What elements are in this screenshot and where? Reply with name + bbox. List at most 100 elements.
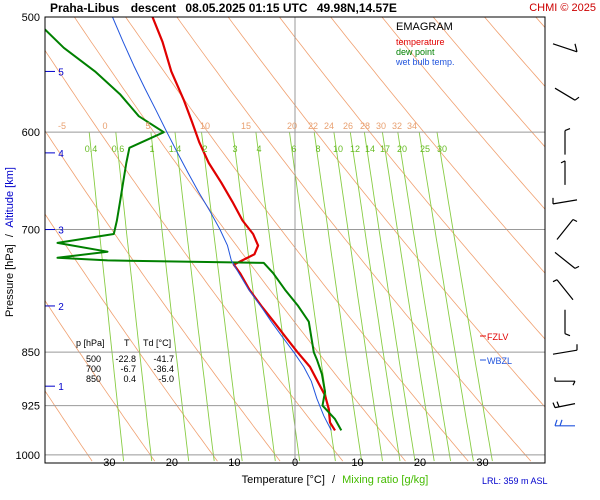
- temperature-tick-label: 20: [414, 457, 426, 469]
- mixing-ratio-label: 10: [333, 144, 343, 154]
- table-header-t: T: [124, 338, 130, 348]
- dry-adiabat-label: 10: [200, 121, 210, 131]
- mixing-ratio-line: [349, 132, 401, 462]
- wind-barb: [554, 419, 575, 427]
- mixing-ratio-line: [201, 132, 243, 462]
- wind-barb: [554, 251, 580, 269]
- mixing-ratio-label: 25: [420, 144, 430, 154]
- dry-adiabat-label: 30: [376, 121, 386, 131]
- mixing-ratio-line: [418, 132, 474, 462]
- dry-adiabat-line: [279, 17, 545, 340]
- station-name: Praha-Libus: [50, 1, 120, 15]
- y-axis-title-altitude: Altitude [km]: [4, 167, 16, 228]
- legend-temperature: temperature: [396, 37, 445, 47]
- wind-barb: [554, 87, 580, 101]
- wind-barb: [564, 309, 571, 337]
- mixing-ratio-label: 12: [350, 144, 360, 154]
- table-cell: 850: [86, 374, 101, 384]
- wind-barb: [564, 128, 571, 155]
- table-cell: 700: [86, 364, 101, 374]
- station-coords: 49.98N,14.57E: [317, 1, 397, 15]
- altitude-tick-label: 1: [58, 382, 64, 393]
- dry-adiabat-label: 15: [241, 121, 251, 131]
- wind-barb: [554, 377, 576, 386]
- wetbulb-curve: [112, 17, 332, 431]
- dry-adiabat-label: 34: [407, 121, 417, 131]
- legend-dewpoint: dew point: [396, 47, 435, 57]
- dry-adiabat-line: [227, 17, 545, 408]
- altitude-tick-label: 4: [58, 149, 64, 160]
- pressure-tick-label: 600: [22, 127, 40, 139]
- dry-adiabat-line: [432, 17, 545, 148]
- y-axis-title: Pressure [hPa] / Altitude [km]: [4, 167, 16, 317]
- mixing-ratio-label: 14: [365, 144, 375, 154]
- plot-area: -5 0 5 10 15 20 22 24 26 28 30 32 340.4 0.6 1 1.4 2 3 4 6 8 1…: [0, 12, 600, 469]
- table-header-p: p [hPa]: [76, 338, 105, 348]
- temperature-tick-label: 30: [476, 457, 488, 469]
- y-axis-title-sep: /: [4, 233, 16, 237]
- dry-adiabat-line: [0, 17, 29, 461]
- wind-barb: [556, 218, 578, 240]
- wbzl-label: WBZL: [487, 356, 512, 366]
- mixing-ratio-label: 1.4: [169, 144, 182, 154]
- mixing-ratio-line: [88, 132, 125, 462]
- mixing-ratio-line: [313, 132, 363, 462]
- altitude-tick-label: 2: [58, 302, 64, 313]
- legend-wetbulb: wet bulb temp.: [395, 57, 455, 67]
- fzlv-label: FZLV: [487, 332, 508, 342]
- mixing-ratio-line: [115, 132, 153, 462]
- mixing-ratio-label: 1: [149, 144, 154, 154]
- temperature-tick-label: -30: [100, 457, 116, 469]
- svg-text:Praha-Libus descent 08: Praha-Libus descent 08.05.2025 01:15 UTC…: [50, 1, 397, 15]
- wind-barb: [552, 197, 578, 205]
- wind-barb: [552, 43, 578, 53]
- pressure-tick-label: 1000: [16, 450, 40, 462]
- altitude-tick-label: 5: [58, 67, 64, 78]
- dry-adiabat-label: 32: [392, 121, 402, 131]
- wind-barb: [560, 160, 566, 185]
- dry-adiabat-label: 22: [308, 121, 318, 131]
- temperature-tick-label: -20: [162, 457, 178, 469]
- copyright-text: CHMI © 2025: [529, 2, 596, 14]
- pressure-tick-label: 500: [22, 12, 40, 24]
- dry-adiabat-line: [74, 17, 406, 462]
- dry-adiabat-line: [381, 17, 545, 210]
- pressure-tick-label: 850: [22, 347, 40, 359]
- dry-adiabat-line: [45, 130, 281, 462]
- temperature-tick-label: -10: [225, 457, 241, 469]
- dry-adiabat-label: 26: [343, 121, 353, 131]
- lrl-label: LRL: 359 m ASL: [482, 476, 548, 486]
- wind-barb: [552, 401, 576, 409]
- table-cell: -22.8: [115, 354, 136, 364]
- wind-barb: [552, 344, 578, 355]
- mixing-ratio-label: 0.6: [112, 144, 125, 154]
- mixing-ratio-line: [397, 132, 452, 462]
- dry-adiabat-line: [330, 17, 545, 274]
- dry-adiabat-label: 24: [324, 121, 334, 131]
- table-cell: -36.4: [153, 364, 174, 374]
- temperature-curve: [151, 17, 336, 431]
- legend-title: EMAGRAM: [396, 21, 453, 33]
- x-axis-title-sep: /: [332, 474, 336, 486]
- mixing-ratio-label: 8: [315, 144, 320, 154]
- mixing-ratio-label: 2: [202, 144, 207, 154]
- x-axis-title: Temperature [°C] / Mixing ratio [g/kg]: [242, 474, 429, 486]
- pressure-tick-label: 925: [22, 401, 40, 413]
- mixing-ratio-line: [232, 132, 276, 462]
- dry-adiabat-label: 5: [145, 121, 150, 131]
- dry-adiabat-label: 0: [102, 121, 107, 131]
- dry-adiabat-line: [587, 17, 600, 461]
- mixing-ratio-label: 0.4: [85, 144, 98, 154]
- y-axis-title-pressure: Pressure [hPa]: [4, 244, 16, 317]
- table-cell: 500: [86, 354, 101, 364]
- sounding-mode: descent: [131, 1, 176, 15]
- sounding-datetime: 08.05.2025 01:15 UTC: [185, 1, 307, 15]
- temperature-tick-label: 10: [351, 457, 363, 469]
- mixing-ratio-line: [150, 132, 190, 462]
- dewpoint-curve: [45, 27, 343, 431]
- wind-barb: [552, 279, 574, 301]
- plot-frame: [44, 16, 546, 464]
- mixing-ratio-line: [381, 132, 435, 462]
- table-cell: -5.0: [158, 374, 174, 384]
